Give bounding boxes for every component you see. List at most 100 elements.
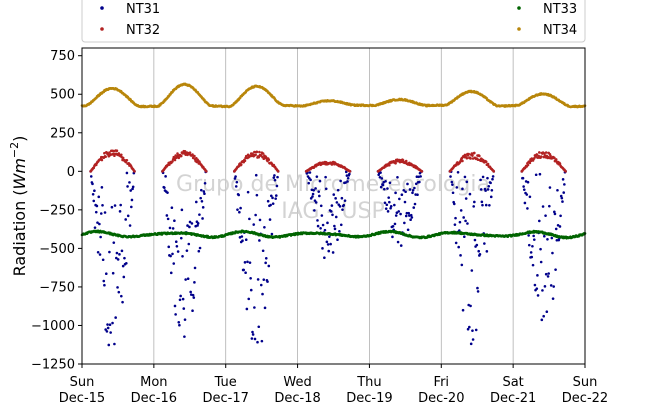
legend-marker-nt32: [100, 27, 104, 31]
point-nt31: [329, 210, 333, 213]
point-nt31: [541, 289, 544, 292]
point-nt31: [394, 191, 397, 195]
point-nt31: [274, 197, 277, 200]
point-nt32: [538, 151, 541, 154]
point-nt31: [252, 223, 256, 226]
point-nt31: [340, 196, 344, 200]
point-nt31: [119, 203, 122, 207]
point-nt31: [118, 210, 122, 213]
point-nt31: [379, 171, 382, 174]
point-nt31: [413, 202, 417, 206]
point-nt31: [346, 176, 350, 180]
point-nt31: [521, 176, 525, 180]
point-nt31: [124, 218, 127, 221]
point-nt31: [320, 214, 324, 217]
point-nt31: [477, 249, 481, 253]
point-nt31: [415, 175, 419, 179]
x-tick-label-date: Dec-19: [346, 391, 392, 406]
point-nt31: [103, 283, 106, 287]
point-nt31: [530, 255, 534, 259]
point-nt31: [389, 206, 392, 210]
point-nt31: [113, 204, 117, 207]
point-nt31: [108, 323, 112, 327]
point-nt31: [556, 188, 559, 192]
point-nt31: [404, 190, 407, 194]
point-nt31: [247, 297, 251, 301]
point-nt31: [198, 213, 201, 216]
point-nt32: [463, 155, 466, 159]
point-nt32: [120, 153, 123, 157]
point-nt31: [462, 216, 465, 219]
point-nt31: [187, 242, 191, 246]
point-nt31: [459, 254, 462, 257]
point-nt31: [472, 205, 476, 208]
point-nt31: [453, 223, 457, 226]
point-nt31: [93, 226, 97, 229]
point-nt31: [529, 251, 533, 254]
point-nt31: [166, 191, 169, 194]
legend-label-nt31: NT31: [126, 2, 160, 17]
point-nt31: [182, 307, 186, 310]
point-nt31: [539, 260, 543, 264]
point-nt31: [540, 318, 544, 322]
point-nt31: [541, 205, 545, 208]
x-tick-label-day: Fri: [434, 375, 450, 390]
point-nt31: [461, 187, 464, 191]
x-tick-label-date: Dec-17: [203, 391, 249, 406]
point-nt31: [314, 187, 317, 190]
point-nt32: [535, 153, 539, 156]
point-nt31: [385, 203, 389, 207]
point-nt31: [103, 211, 107, 214]
point-nt31: [561, 178, 565, 181]
point-nt31: [532, 238, 536, 241]
point-nt32: [111, 152, 115, 156]
point-nt31: [196, 222, 200, 225]
y-axis-label-var: Wm: [10, 158, 29, 189]
y-tick-label: 500: [50, 88, 75, 103]
point-nt31: [559, 194, 563, 198]
point-nt31: [319, 204, 323, 208]
point-nt31: [101, 258, 105, 262]
legend: NT31 NT32 NT33 NT34: [81, 0, 586, 43]
point-nt31: [476, 290, 480, 293]
point-nt32: [100, 158, 104, 162]
point-nt32: [253, 150, 256, 154]
point-nt31: [308, 171, 312, 174]
point-nt31: [264, 256, 268, 260]
point-nt31: [175, 244, 179, 248]
point-nt31: [319, 227, 322, 230]
point-nt31: [455, 186, 459, 189]
point-nt31: [244, 271, 247, 274]
point-nt32: [243, 159, 247, 163]
point-nt31: [170, 206, 174, 210]
point-nt31: [414, 182, 418, 186]
point-nt31: [543, 285, 547, 288]
point-nt31: [318, 179, 322, 183]
point-nt31: [176, 250, 180, 253]
point-nt31: [248, 217, 251, 221]
point-nt31: [99, 212, 103, 215]
y-tick-label: 250: [50, 126, 75, 141]
point-nt31: [491, 175, 495, 178]
point-nt31: [531, 263, 535, 267]
point-nt31: [105, 330, 109, 333]
point-nt31: [245, 307, 249, 311]
point-nt31: [104, 328, 107, 331]
point-nt31: [489, 195, 493, 199]
point-nt32: [486, 162, 490, 166]
legend-label-nt33: NT33: [543, 2, 577, 17]
point-nt31: [386, 210, 390, 213]
y-axis-label-prefix: Radiation (: [10, 189, 29, 276]
point-nt32: [478, 154, 481, 158]
y-tick-label: −1250: [31, 358, 75, 373]
point-nt31: [185, 249, 189, 252]
point-nt32: [191, 153, 194, 156]
point-nt31: [128, 181, 131, 184]
point-nt31: [246, 260, 249, 264]
point-nt31: [466, 327, 470, 331]
point-nt31: [190, 222, 194, 225]
point-nt31: [403, 221, 406, 225]
point-nt31: [183, 318, 187, 321]
point-nt31: [106, 326, 110, 330]
point-nt32: [259, 154, 263, 157]
